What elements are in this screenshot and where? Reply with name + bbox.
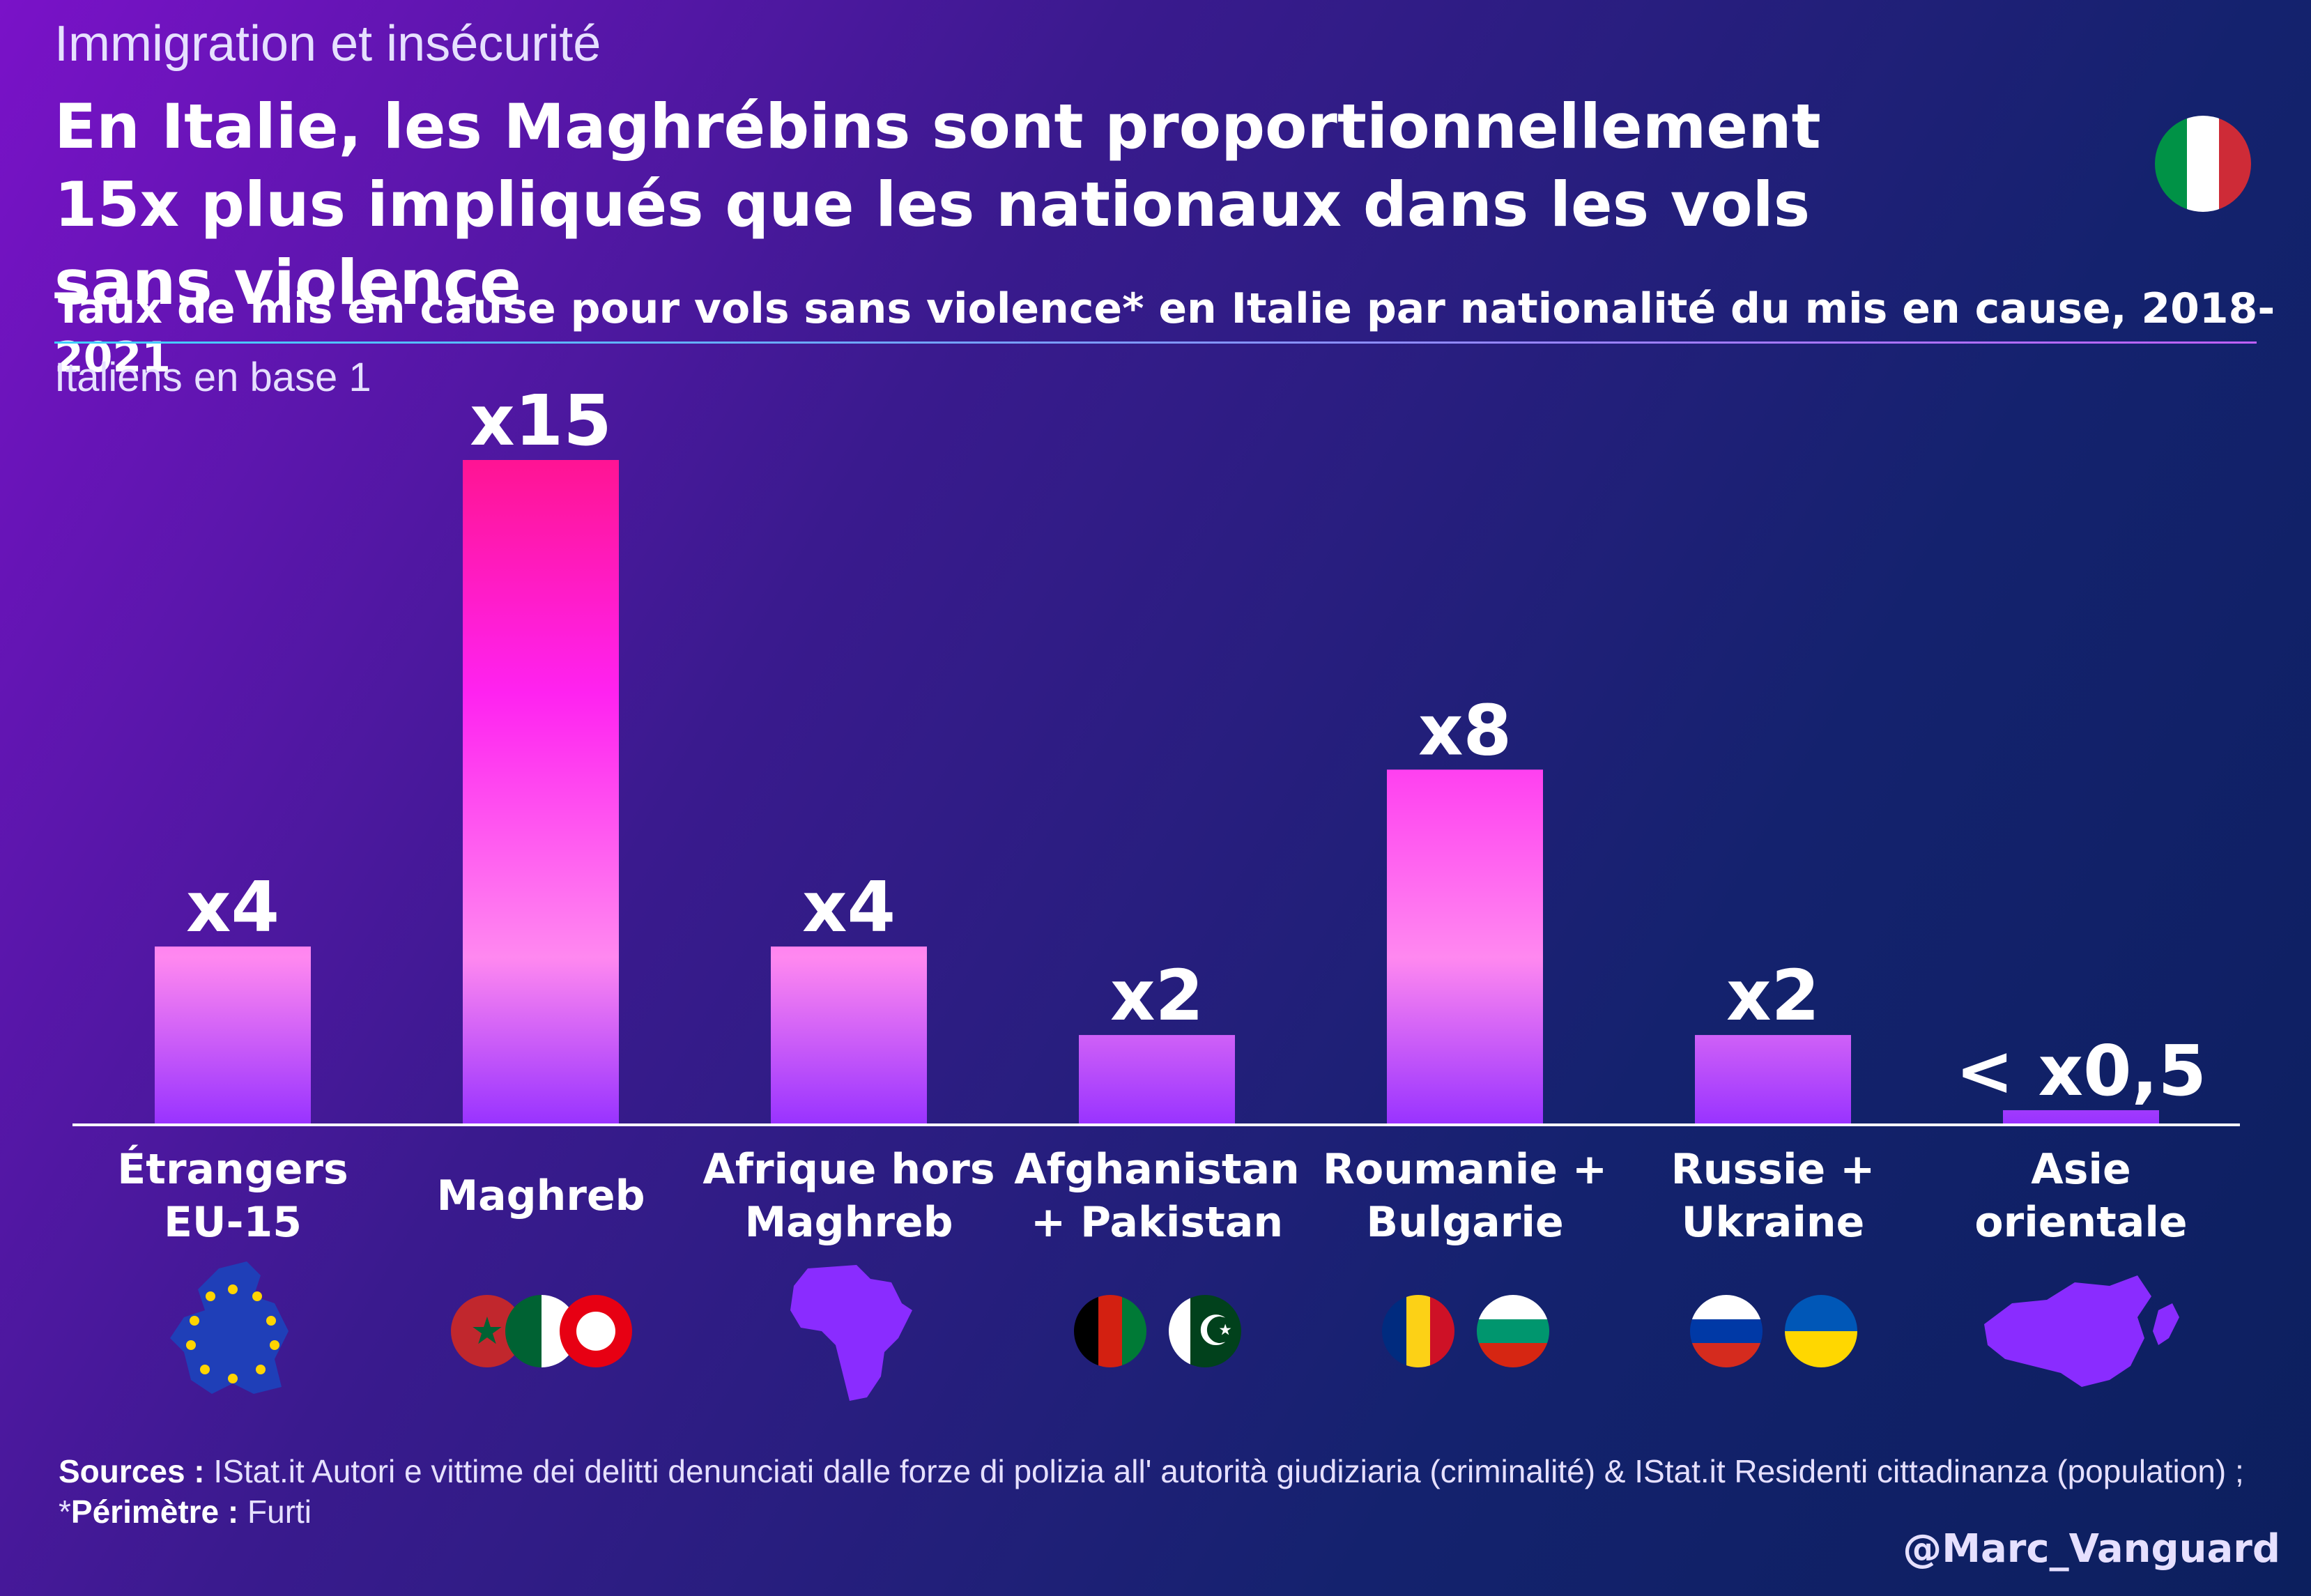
category-label-line: Russie + (1671, 1145, 1875, 1194)
sources-note: Sources : IStat.it Autori e vittime dei … (59, 1451, 2261, 1532)
bar-4 (1079, 1035, 1235, 1123)
chart-subtitle: Taux de mis en cause pour vols sans viol… (54, 284, 2275, 382)
category-label-2: Maghreb (394, 1169, 687, 1222)
bar-value-label-4: x2 (1110, 955, 1204, 1036)
bar-value-label-3: x4 (802, 866, 896, 948)
sources-label: Sources : (59, 1453, 205, 1489)
category-label-line: Afrique hors (702, 1145, 995, 1194)
category-label-line: Roumanie + (1322, 1145, 1608, 1194)
headline: En Italie, les Maghrébins sont proportio… (54, 91, 1821, 319)
category-label-1: Étrangers EU-15 (86, 1143, 379, 1249)
sources-text: IStat.it Autori e vittime dei delitti de… (59, 1453, 2244, 1530)
eu-map-icon (79, 1254, 386, 1408)
author-handle: @Marc_Vanguard (1903, 1526, 2280, 1572)
afghanistan-pakistan-flags-icon: ☪ (1008, 1254, 1307, 1408)
category-label-line: + Pakistan (1030, 1198, 1284, 1247)
category-label-line: Ukraine (1681, 1198, 1865, 1247)
category-label-6: Russie + Ukraine (1627, 1143, 1919, 1249)
category-label-line: orientale (1974, 1198, 2188, 1247)
bar-value-label-6: x2 (1726, 955, 1820, 1036)
category-label-line: Étrangers (117, 1145, 348, 1194)
bar-1 (155, 946, 311, 1123)
category-label-5: Roumanie + Bulgarie (1319, 1143, 1611, 1249)
russia-ukraine-flags-icon (1624, 1254, 1924, 1408)
category-label-line: EU-15 (163, 1198, 302, 1247)
category-label-line: Bulgarie (1366, 1198, 1564, 1247)
kicker: Immigration et insécurité (54, 16, 601, 72)
category-label-4: Afghanistan + Pakistan (1011, 1143, 1303, 1249)
category-label-7: Asie orientale (1935, 1143, 2227, 1249)
bar-value-label-5: x8 (1418, 689, 1512, 771)
category-label-line: Asie (2031, 1145, 2131, 1194)
bar-5 (1387, 769, 1543, 1123)
bar-6 (1695, 1035, 1851, 1123)
bar-value-label-7: < x0,5 (1956, 1030, 2206, 1112)
category-label-line: Maghreb (436, 1172, 645, 1220)
perimetre-label: Périmètre : (70, 1494, 239, 1530)
category-label-3: Afrique hors Maghreb (702, 1143, 995, 1249)
romania-bulgaria-flags-icon (1316, 1254, 1615, 1408)
east-asia-map-icon (1932, 1254, 2232, 1408)
base-note: Italiens en base 1 (54, 355, 371, 400)
bar-7 (2003, 1110, 2159, 1123)
divider (54, 342, 2257, 344)
maghreb-flags-icon: ★ (392, 1254, 691, 1408)
africa-map-icon (700, 1254, 999, 1408)
category-label-line: Afghanistan (1014, 1145, 1300, 1194)
bar-value-label-1: x4 (186, 866, 279, 948)
bar-2 (463, 460, 619, 1123)
bar-value-label-2: x15 (470, 380, 612, 461)
perimetre-text: Furti (238, 1494, 312, 1530)
category-label-line: Maghreb (744, 1198, 953, 1247)
bar-3 (771, 946, 927, 1123)
